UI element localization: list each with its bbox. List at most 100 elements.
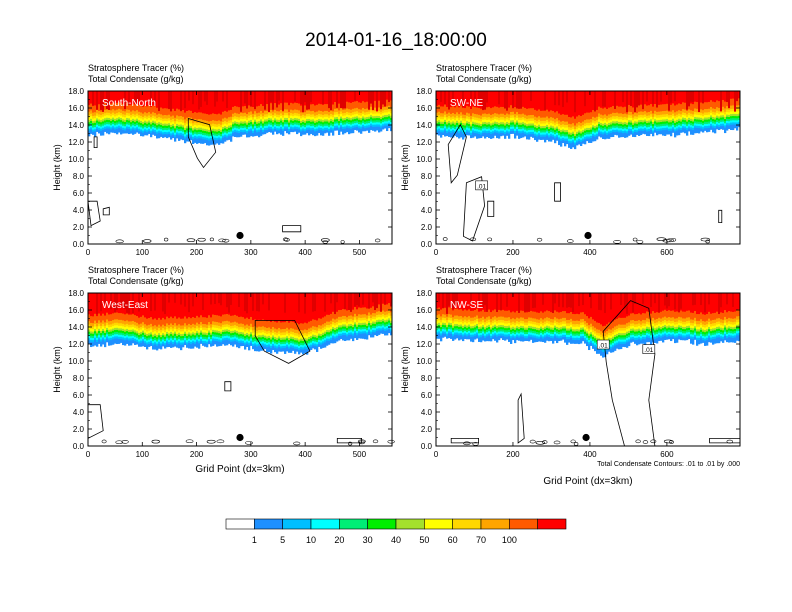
condensate-contours	[87, 117, 381, 244]
colorbar-label: 50	[419, 535, 429, 545]
y-tick-label: 14.0	[68, 121, 84, 130]
contour-label: .01	[477, 183, 486, 190]
contour-line	[87, 200, 101, 227]
colorbar-cell	[395, 518, 425, 530]
contour-line	[187, 117, 217, 169]
y-tick-label: 12.0	[416, 138, 432, 147]
colorbar-label: 1	[252, 535, 257, 545]
colorbar-cell	[310, 518, 340, 530]
contour-note: Total Condensate Contours: .01 to .01 by…	[597, 461, 740, 468]
y-tick-label: 0.0	[73, 442, 85, 451]
x-axis-label: Grid Point (dx=3km)	[543, 476, 632, 487]
y-tick-label: 4.0	[421, 408, 433, 417]
contour-line	[115, 239, 124, 244]
contour-line	[642, 440, 649, 444]
y-tick-label: 2.0	[73, 425, 85, 434]
contour-line	[143, 239, 152, 243]
y-tick-label: 4.0	[73, 408, 85, 417]
y-tick-label: 8.0	[421, 374, 433, 383]
contour-line	[487, 200, 495, 217]
contour-line	[635, 439, 641, 444]
y-tick-label: 18.0	[68, 289, 84, 298]
x-tick-label: 400	[583, 248, 597, 257]
colorbar-cell	[282, 518, 312, 530]
colorbar-label: 10	[306, 535, 316, 545]
y-tick-label: 18.0	[416, 289, 432, 298]
contour-line	[663, 439, 673, 444]
contour-line	[700, 237, 710, 242]
contour-line	[283, 237, 290, 242]
y-tick-label: 6.0	[73, 391, 85, 400]
colorbar-label: 100	[502, 535, 517, 545]
colorbar-cell	[509, 518, 538, 530]
contour-line	[566, 239, 574, 243]
field-label: Total Condensate (g/kg)	[88, 74, 184, 84]
y-axis-label: Height (km)	[52, 346, 62, 393]
x-tick-label: 300	[244, 248, 258, 257]
y-tick-label: 18.0	[68, 87, 84, 96]
contour-line	[322, 240, 329, 244]
x-tick-label: 0	[86, 450, 91, 459]
contour-label-box	[642, 344, 656, 354]
y-tick-label: 16.0	[416, 306, 432, 315]
x-tick-label: 0	[86, 248, 91, 257]
contour-line	[726, 439, 733, 444]
x-tick-label: 100	[136, 248, 150, 257]
contour-line	[387, 439, 395, 444]
contour-line	[102, 206, 110, 216]
main-title: 2014-01-16_18:00:00	[305, 30, 487, 51]
panel-label: NW-SE	[450, 300, 483, 311]
y-tick-label: 0.0	[421, 442, 433, 451]
y-tick-label: 8.0	[73, 374, 85, 383]
y-tick-label: 10.0	[68, 357, 84, 366]
contour-line	[517, 392, 525, 444]
y-tick-label: 4.0	[73, 206, 85, 215]
y-tick-label: 14.0	[416, 323, 432, 332]
contour-line	[450, 437, 480, 444]
y-tick-label: 2.0	[73, 223, 85, 232]
contour-line	[463, 441, 471, 446]
y-tick-label: 0.0	[421, 240, 433, 249]
contour-line	[535, 440, 546, 445]
x-tick-label: 200	[190, 248, 204, 257]
x-tick-label: 600	[660, 450, 674, 459]
x-axis-label: Grid Point (dx=3km)	[195, 464, 284, 475]
y-tick-label: 4.0	[421, 206, 433, 215]
panel-nw-se: Stratosphere Tracer (%)Total Condensate …	[400, 265, 741, 487]
contour-line	[372, 439, 379, 444]
x-tick-label: 600	[660, 248, 674, 257]
contour-line	[151, 439, 160, 444]
contour-line	[209, 237, 214, 242]
contour-line	[666, 238, 674, 243]
contour-line	[670, 238, 677, 242]
colorbar-label: 70	[476, 535, 486, 545]
colorbar-cell	[225, 518, 255, 530]
contour-line	[293, 441, 301, 446]
panels-group: Stratosphere Tracer (%)Total Condensate …	[52, 63, 741, 487]
location-marker	[582, 433, 590, 442]
y-tick-label: 16.0	[416, 104, 432, 113]
contour-line	[121, 440, 129, 444]
panel-label: West-East	[102, 300, 148, 311]
condensate-contours	[442, 123, 723, 244]
contour-line	[216, 439, 225, 444]
colorbar-cell	[537, 518, 567, 530]
y-axis-label: Height (km)	[52, 144, 62, 191]
x-tick-label: 400	[298, 248, 312, 257]
contour-line	[206, 439, 216, 444]
y-tick-label: 2.0	[421, 425, 433, 434]
panel-sw-ne: Stratosphere Tracer (%)Total Condensate …	[400, 63, 741, 257]
contour-line	[224, 381, 232, 392]
field-label: Stratosphere Tracer (%)	[88, 63, 184, 73]
tracer-field	[436, 91, 741, 150]
contour-line	[536, 237, 543, 242]
panel-label: South-North	[102, 98, 156, 109]
contour-line	[254, 320, 311, 364]
x-tick-label: 0	[434, 450, 439, 459]
contour-line	[718, 209, 723, 224]
contour-line	[222, 238, 230, 243]
x-tick-label: 100	[136, 450, 150, 459]
contour-line	[101, 439, 107, 444]
contour-line	[186, 238, 196, 242]
y-tick-label: 6.0	[421, 189, 433, 198]
